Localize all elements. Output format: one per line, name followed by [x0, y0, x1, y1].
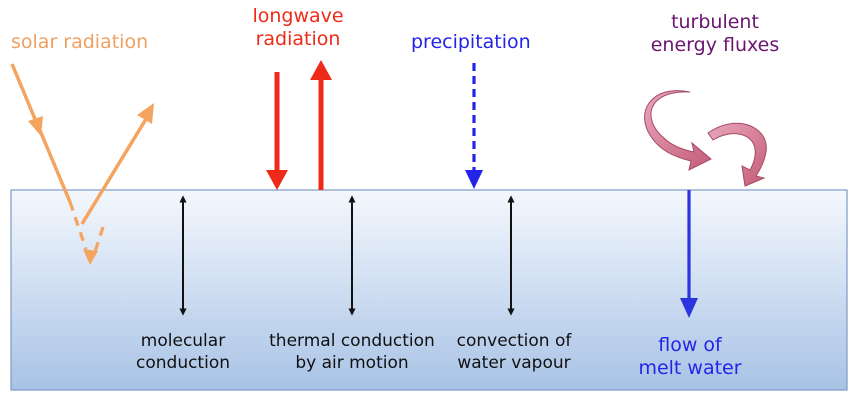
melt-water-label-line1: flow of — [658, 334, 722, 356]
longwave-up-arrow — [310, 60, 332, 190]
solar-transmitted-arrow — [68, 201, 105, 265]
precipitation-arrow — [465, 63, 483, 189]
longwave-down-arrow — [266, 72, 288, 190]
turbulent-label-line1: turbulent — [671, 11, 759, 33]
thermal-label-line1: thermal conduction — [269, 331, 435, 351]
melt-water-label: flow of melt water — [628, 334, 752, 380]
turbulent-flux-arrows — [644, 90, 767, 187]
longwave-label-line1: longwave — [252, 5, 344, 27]
molecular-label-line1: molecular — [140, 331, 226, 351]
convection-label: convection of water vapour — [446, 330, 582, 374]
melt-water-label-line2: melt water — [638, 357, 742, 379]
solar-incoming-arrow — [10, 63, 72, 203]
solar-reflected-arrow — [80, 103, 154, 225]
convection-label-line2: water vapour — [457, 353, 571, 373]
turbulent-label-line2: energy fluxes — [650, 34, 780, 56]
thermal-conduction-label: thermal conduction by air motion — [260, 330, 444, 374]
longwave-label-line2: radiation — [255, 28, 341, 50]
molecular-label-line2: conduction — [136, 353, 230, 373]
surface-medium — [10, 189, 848, 391]
convection-label-line1: convection of — [456, 331, 572, 351]
precipitation-label: precipitation — [411, 31, 531, 53]
molecular-conduction-label: molecular conduction — [120, 330, 246, 374]
solar-radiation-label: solar radiation — [11, 31, 149, 53]
melt-water-arrow — [680, 190, 698, 318]
thermal-label-line2: by air motion — [295, 353, 409, 373]
turbulent-energy-fluxes-label: turbulent energy fluxes — [634, 11, 796, 57]
longwave-radiation-label: longwave radiation — [234, 5, 362, 51]
